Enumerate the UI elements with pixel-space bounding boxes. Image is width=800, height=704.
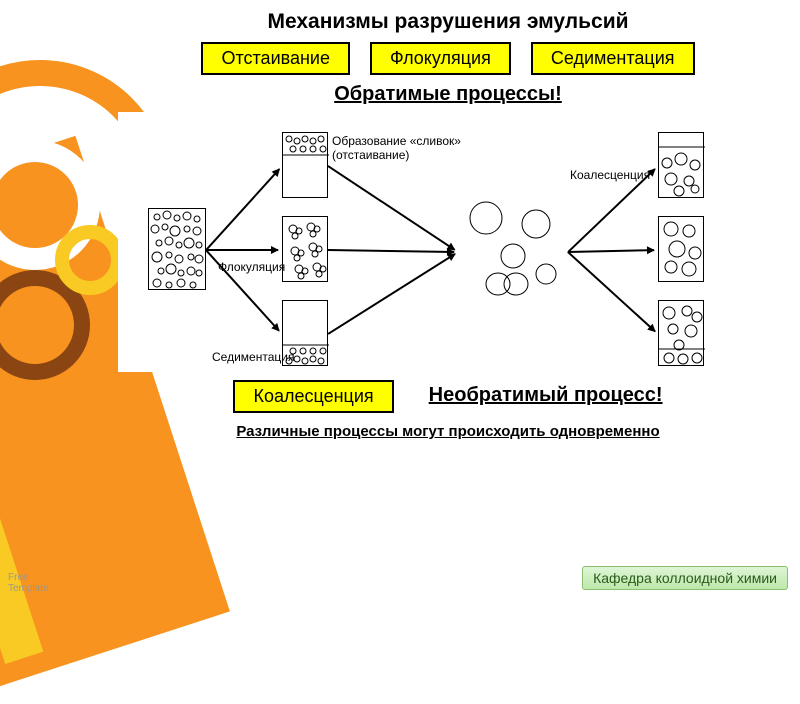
mechanisms-row: Отстаивание Флокуляция Седиментация bbox=[110, 42, 786, 75]
diagram-label: Коалесценция bbox=[570, 168, 650, 182]
diagram-label: Седиментация bbox=[212, 350, 294, 364]
arrow bbox=[567, 251, 655, 331]
reversible-title: Обратимые процессы! bbox=[110, 83, 786, 106]
note: Различные процессы могут происходить одн… bbox=[110, 423, 786, 440]
panel-coal bbox=[458, 196, 568, 306]
panel-source bbox=[148, 208, 206, 290]
diagram-label: Флокуляция bbox=[218, 260, 285, 274]
mech-box-1: Флокуляция bbox=[370, 42, 511, 75]
panel-flocc bbox=[282, 216, 328, 282]
arrow bbox=[205, 168, 279, 250]
arrow bbox=[328, 253, 455, 334]
watermark: FreeTemplate bbox=[8, 572, 49, 594]
footer-badge: Кафедра коллоидной химии bbox=[582, 566, 788, 590]
panel-out_mid bbox=[658, 216, 704, 282]
arrow bbox=[568, 249, 654, 252]
panel-creaming bbox=[282, 132, 328, 198]
mech-box-0: Отстаивание bbox=[201, 42, 350, 75]
coalescence-box: Коалесценция bbox=[233, 380, 393, 413]
irreversible-title: Необратимый процесс! bbox=[429, 380, 663, 413]
diagram: Образование «сливок» (отстаивание) Флокул… bbox=[118, 112, 778, 372]
page-title: Механизмы разрушения эмульсий bbox=[110, 10, 786, 34]
panel-out_bot bbox=[658, 300, 704, 366]
arrow bbox=[206, 249, 278, 251]
arrow bbox=[328, 165, 455, 250]
mech-box-2: Седиментация bbox=[531, 42, 695, 75]
arrow bbox=[328, 249, 454, 252]
diagram-label: Образование «сливок» (отстаивание) bbox=[332, 134, 472, 162]
panel-out_top bbox=[658, 132, 704, 198]
